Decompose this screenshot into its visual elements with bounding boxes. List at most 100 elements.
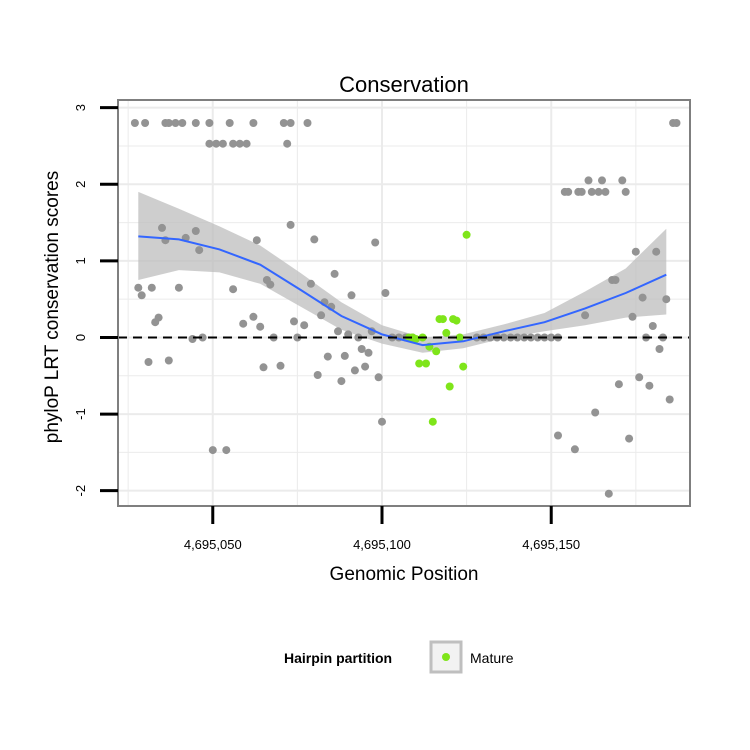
data-point-other <box>313 371 322 379</box>
data-point-other <box>317 311 326 320</box>
data-point-other <box>256 322 265 331</box>
y-tick-label: 3 <box>73 104 88 111</box>
legend-title: Hairpin partition <box>284 650 392 666</box>
data-point-other <box>628 312 637 321</box>
data-point-other <box>205 139 214 148</box>
data-point-other <box>594 187 603 196</box>
data-point-other <box>266 280 275 289</box>
y-tick-label: 2 <box>73 181 88 188</box>
data-point-other <box>300 321 309 330</box>
data-point-other <box>205 119 214 127</box>
data-point-other <box>598 176 606 185</box>
data-point-other <box>158 223 166 232</box>
data-point-other <box>625 434 634 443</box>
data-point-other <box>533 333 542 342</box>
data-point-other <box>350 366 359 375</box>
plot-panel <box>117 99 691 507</box>
data-point-other <box>604 489 613 498</box>
data-point-other <box>164 119 173 127</box>
data-point-other <box>242 139 251 148</box>
data-point-mature <box>459 362 468 371</box>
data-point-other <box>188 335 197 343</box>
data-point-other <box>652 247 661 256</box>
data-point-other <box>499 333 508 342</box>
data-point-mature <box>462 230 471 239</box>
smooth-line <box>138 235 667 347</box>
data-point-other <box>218 139 227 148</box>
data-point-other <box>591 408 600 417</box>
data-point-other <box>154 313 163 322</box>
y-tick-label: 1 <box>73 257 88 264</box>
data-point-other <box>381 289 390 297</box>
y-axis-title: phyloP LRT conservation scores <box>42 171 63 444</box>
data-point-other <box>208 446 217 455</box>
x-tick-label: 4,695,150 <box>522 537 580 552</box>
data-point-other <box>144 358 153 366</box>
data-point-other <box>310 235 319 244</box>
data-point-other <box>347 291 356 300</box>
panel-border <box>117 99 691 507</box>
data-point-other <box>171 119 180 127</box>
data-point-other <box>306 279 315 288</box>
data-point-other <box>357 345 366 353</box>
data-point-mature <box>415 359 424 368</box>
data-point-other <box>279 119 288 127</box>
data-point-other <box>164 356 173 365</box>
data-point-mature <box>411 335 420 343</box>
data-point-other <box>554 431 562 440</box>
y-axis: -2 -1 0 1 2 3 <box>73 104 118 496</box>
data-point-other <box>252 236 261 245</box>
data-point-other <box>601 187 610 196</box>
legend: Hairpin partition Mature <box>284 640 514 674</box>
data-point-other <box>631 247 640 256</box>
data-point-other <box>378 417 386 426</box>
data-point-other <box>547 333 556 342</box>
data-point-other <box>611 276 620 284</box>
data-point-other <box>141 119 150 127</box>
data-point-other <box>371 238 380 247</box>
data-point-other <box>198 333 207 342</box>
data-point-other <box>235 139 244 148</box>
data-point-other <box>134 283 143 292</box>
data-point-other <box>259 363 268 372</box>
data-point-other <box>195 246 204 255</box>
data-point-other <box>374 373 383 382</box>
data-point-other <box>337 377 346 386</box>
y-tick-label: 0 <box>73 334 88 341</box>
data-point-other <box>249 312 258 321</box>
data-point-mature <box>452 316 461 325</box>
data-point-other <box>130 119 139 127</box>
data-point-mature <box>445 382 454 391</box>
data-point-other <box>239 319 248 328</box>
data-point-other <box>635 373 644 382</box>
points-layer <box>130 119 681 498</box>
data-point-other <box>638 293 647 302</box>
data-point-other <box>276 361 285 370</box>
data-point-mature <box>438 315 447 324</box>
data-point-other <box>662 295 671 304</box>
data-point-other <box>191 119 200 127</box>
data-point-other <box>293 333 302 342</box>
chart-title: Conservation <box>339 72 469 97</box>
data-point-other <box>364 348 373 357</box>
data-point-mature <box>422 359 430 368</box>
data-point-mature <box>432 347 441 356</box>
data-point-other <box>137 291 146 300</box>
data-point-other <box>340 351 349 360</box>
x-tick-label: 4,695,050 <box>184 537 242 552</box>
data-point-mature <box>455 333 464 342</box>
data-point-other <box>225 119 234 127</box>
data-point-other <box>286 220 295 229</box>
data-point-other <box>178 119 187 127</box>
data-point-other <box>229 139 238 148</box>
data-point-other <box>587 187 596 196</box>
smooth-line-layer <box>138 235 667 347</box>
data-point-mature <box>428 417 437 426</box>
data-point-other <box>323 352 332 361</box>
data-point-other <box>334 327 342 336</box>
data-point-other <box>361 362 370 371</box>
data-point-other <box>513 333 522 342</box>
legend-key-mature-icon <box>442 653 450 661</box>
data-point-other <box>344 330 353 339</box>
